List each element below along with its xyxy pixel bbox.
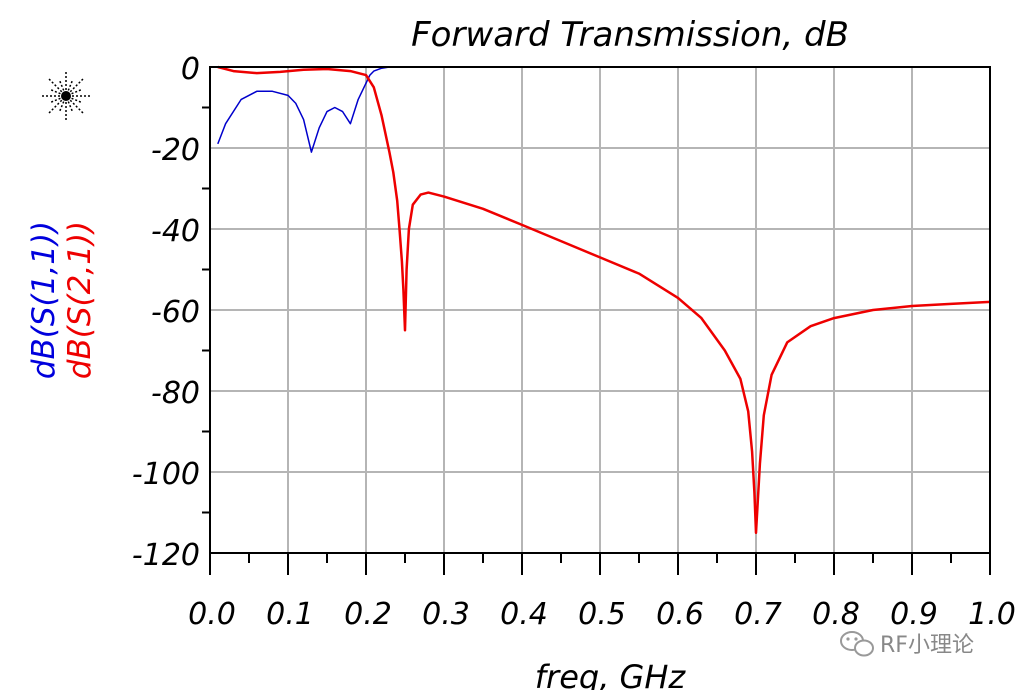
watermark: RF小理论 — [840, 631, 974, 658]
x-tick-label: 0.2 — [344, 597, 392, 632]
x-tick-label: 0.6 — [656, 597, 704, 632]
x-tick-label: 0.7 — [734, 597, 782, 632]
series-layer — [217, 65, 991, 535]
starburst-logo-icon — [40, 70, 92, 122]
chart-title: Forward Transmission, dB — [411, 15, 849, 55]
y-tick-labels: 0 -20 -40 -60 -80 -100 -120 — [132, 52, 200, 573]
x-axis-label: freq, GHz — [535, 658, 687, 690]
x-tick-labels: 0.0 0.1 0.2 0.3 0.4 0.5 0.6 0.7 0.8 0.9 1.0 — [188, 597, 1016, 632]
y-tick-label: 0 — [181, 52, 200, 87]
y-axis-label-s11: dB(S(1,1)) — [26, 221, 62, 379]
series-line-s21 — [217, 65, 991, 535]
watermark-text: RF小理论 — [880, 633, 974, 658]
y-tick-label: -20 — [151, 133, 200, 168]
x-tick-label: 0.9 — [890, 597, 938, 632]
plot-frame — [209, 66, 991, 554]
y-tick-label: -120 — [132, 538, 200, 573]
y-tick-label: -100 — [132, 457, 200, 492]
chart-grid — [210, 67, 990, 553]
x-tick-label: 0.3 — [422, 597, 470, 632]
x-tick-label: 0.4 — [500, 597, 548, 632]
y-axis-labels: dB(S(1,1)) dB(S(2,1)) — [26, 221, 98, 379]
x-tick-label: 0.0 — [188, 597, 236, 632]
x-tick-label: 1.0 — [968, 597, 1016, 632]
minor-ticks — [202, 106, 991, 575]
x-tick-label: 0.5 — [578, 597, 626, 632]
y-axis-label-s21: dB(S(2,1)) — [62, 221, 98, 379]
y-tick-label: -40 — [151, 214, 200, 249]
series-line-s11 — [217, 66, 990, 153]
x-tick-label: 0.8 — [812, 597, 860, 632]
y-tick-label: -60 — [151, 295, 200, 330]
y-tick-label: -80 — [151, 376, 200, 411]
wechat-icon — [840, 631, 874, 657]
x-tick-label: 0.1 — [266, 597, 314, 632]
